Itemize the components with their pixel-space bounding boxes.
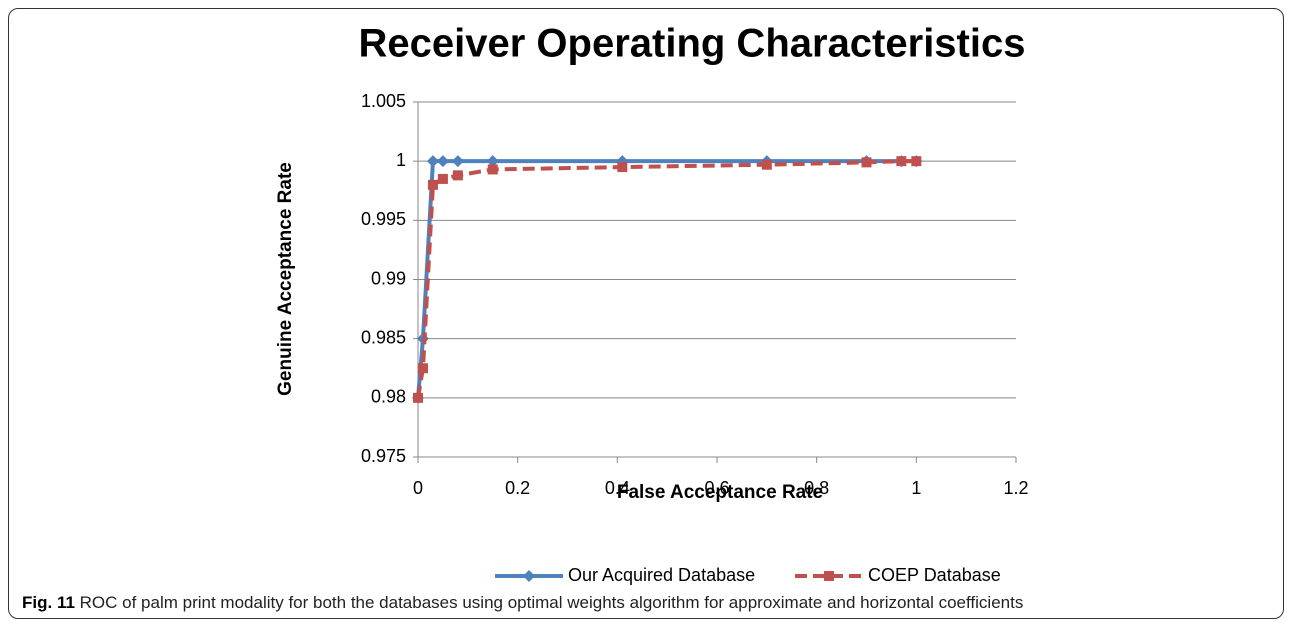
- legend-label: Our Acquired Database: [568, 565, 755, 585]
- y-tick-label: 0.99: [371, 268, 406, 288]
- data-point: [617, 162, 628, 173]
- data-point: [911, 156, 922, 167]
- caption-text: ROC of palm print modality for both the …: [79, 593, 1024, 612]
- figure-frame: [8, 8, 1284, 619]
- x-tick-label: 0.8: [804, 478, 829, 498]
- data-point: [426, 155, 439, 168]
- data-point: [413, 392, 423, 403]
- data-point: [427, 179, 438, 190]
- y-tick-label: 0.995: [361, 209, 406, 229]
- x-tick-label: 1.2: [1003, 478, 1028, 498]
- x-tick-label: 0.6: [704, 478, 729, 498]
- data-point: [761, 159, 772, 170]
- chart-title: Receiver Operating Characteristics: [359, 22, 1026, 66]
- data-point: [436, 155, 449, 168]
- data-point: [417, 363, 428, 374]
- data-point: [437, 173, 448, 184]
- y-axis-label: Genuine Acceptance Rate: [275, 162, 296, 396]
- y-tick-label: 1: [396, 150, 406, 170]
- data-point: [896, 156, 907, 167]
- data-point: [861, 157, 872, 168]
- x-tick-label: 1: [911, 478, 921, 498]
- x-axis-label: False Acceptance Rate: [617, 482, 823, 503]
- data-point: [451, 155, 464, 168]
- legend-marker: [523, 570, 535, 582]
- x-tick-label: 0.2: [505, 478, 530, 498]
- y-tick-label: 0.98: [371, 387, 406, 407]
- legend-marker: [824, 571, 834, 581]
- legend-label: COEP Database: [868, 565, 1001, 585]
- y-tick-label: 1.005: [361, 91, 406, 111]
- data-point: [452, 170, 463, 181]
- y-tick-label: 0.985: [361, 327, 406, 347]
- caption-label: Fig. 11: [22, 593, 75, 612]
- x-tick-label: 0: [413, 478, 423, 498]
- caption: Fig. 11 ROC of palm print modality for b…: [22, 593, 1023, 613]
- data-point: [486, 155, 499, 168]
- x-tick-label: 0.4: [605, 478, 630, 498]
- data-point: [487, 164, 498, 175]
- y-tick-label: 0.975: [361, 446, 406, 466]
